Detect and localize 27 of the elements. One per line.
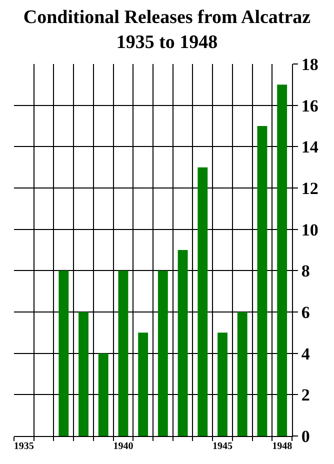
chart-title: Conditional Releases from Alcatraz 1935 to 1948 <box>23 7 312 53</box>
x-tick-label: 1948 <box>272 441 292 452</box>
bar <box>257 126 268 436</box>
bar <box>118 270 128 436</box>
y-tick-label: 12 <box>301 178 318 198</box>
bar <box>237 312 248 436</box>
bar <box>277 84 288 436</box>
bar <box>218 332 228 436</box>
y-tick-label: 6 <box>301 302 310 322</box>
x-tick-label: 1935 <box>14 441 34 452</box>
bar <box>98 353 108 436</box>
bar <box>178 250 188 436</box>
bar <box>78 312 88 436</box>
y-tick-label: 0 <box>301 426 310 446</box>
y-tick-label: 4 <box>301 344 310 364</box>
y-tick-label: 2 <box>301 386 310 405</box>
y-tick-label: 16 <box>301 96 318 116</box>
y-tick-label: 14 <box>301 138 319 157</box>
bar <box>138 332 148 436</box>
y-tick-label: 8 <box>301 262 310 281</box>
bar <box>158 270 168 436</box>
bar <box>198 167 208 436</box>
y-tick-label: 10 <box>301 220 318 240</box>
x-tick-label: 1940 <box>113 441 134 452</box>
x-tick-label: 1945 <box>212 441 232 452</box>
y-tick-label: 18 <box>301 54 318 74</box>
bar <box>58 270 69 436</box>
